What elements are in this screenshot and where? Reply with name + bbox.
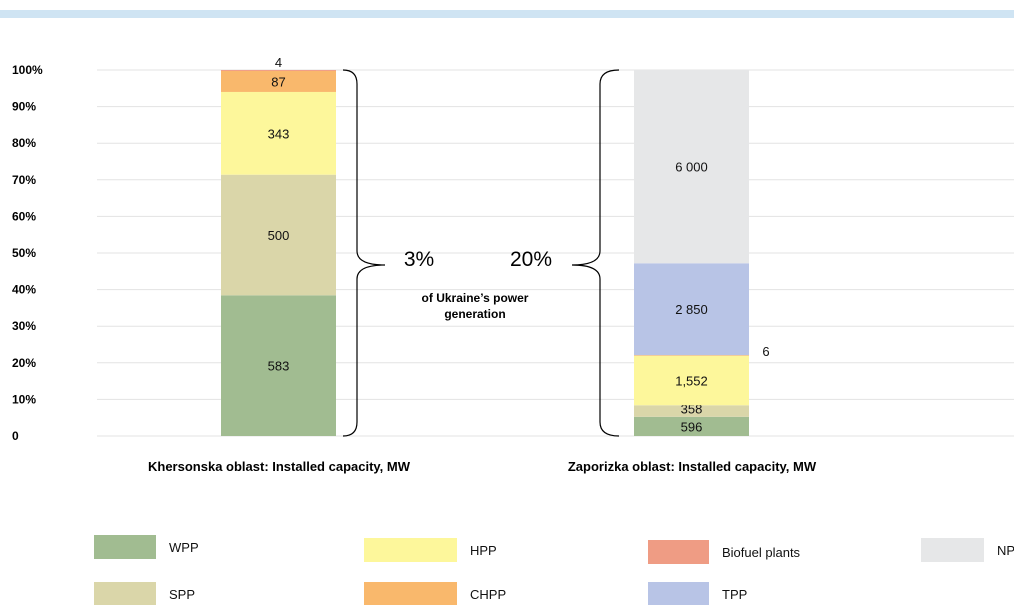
y-tick-label: 10% bbox=[12, 392, 36, 406]
legend-swatch-wpp bbox=[94, 535, 156, 559]
share-note-line1: of Ukraine’s power bbox=[422, 291, 529, 305]
khersonska-caption: Khersonska oblast: Installed capacity, M… bbox=[148, 459, 411, 474]
legend-label: NP bbox=[997, 543, 1014, 558]
legend-swatch-chpp bbox=[364, 582, 457, 605]
bar-segment-wpp bbox=[634, 416, 749, 436]
share-braces bbox=[342, 69, 620, 437]
legend-label: HPP bbox=[470, 543, 497, 558]
share-note-line2: generation bbox=[444, 307, 505, 321]
khersonska-share-label: 3% bbox=[404, 248, 434, 271]
bar-segment-hpp bbox=[634, 355, 749, 406]
bar-segment-hpp bbox=[221, 91, 336, 175]
data-label: 500 bbox=[268, 228, 290, 243]
y-tick-label: 20% bbox=[12, 356, 36, 370]
data-label: 583 bbox=[268, 359, 290, 374]
data-label: 2 850 bbox=[675, 302, 708, 317]
zaporizka-caption: Zaporizka oblast: Installed capacity, MW bbox=[568, 459, 817, 474]
legend-swatch-spp bbox=[94, 582, 156, 605]
legend-swatch-np bbox=[921, 538, 984, 562]
y-tick-label: 30% bbox=[12, 319, 36, 333]
bar-segment-np bbox=[634, 70, 749, 264]
legend-label: CHPP bbox=[470, 587, 506, 602]
top-accent-bar bbox=[0, 10, 1014, 18]
bar-segment-tpp bbox=[634, 263, 749, 356]
y-tick-label: 100% bbox=[12, 63, 43, 77]
y-tick-label: 60% bbox=[12, 209, 36, 223]
data-label: 87 bbox=[271, 74, 285, 89]
bar-segment-biofuel-plants bbox=[221, 70, 336, 71]
legend-label: WPP bbox=[169, 540, 199, 555]
legend-label: TPP bbox=[722, 587, 747, 602]
bar-segment-wpp bbox=[221, 295, 336, 436]
zaporizka-share-label: 20% bbox=[510, 248, 552, 271]
y-tick-label: 0 bbox=[12, 429, 19, 443]
y-tick-label: 70% bbox=[12, 173, 36, 187]
bar-segment-biofuel-plants bbox=[634, 355, 749, 356]
data-label: 343 bbox=[268, 126, 290, 141]
bar-segment-spp bbox=[634, 405, 749, 417]
bar-segment-spp bbox=[221, 174, 336, 296]
data-label: 1,552 bbox=[675, 373, 708, 388]
data-label: 6 bbox=[762, 344, 769, 359]
y-tick-label: 80% bbox=[12, 136, 36, 150]
y-axis-ticks: 0 10% 20% 30% 40% 50% 60% 70% 80% 90% 100% bbox=[12, 63, 43, 443]
brace-zaporizka bbox=[571, 69, 620, 437]
legend: WPP HPP Biofuel plants NP SPP CHPP TPP bbox=[94, 535, 1014, 605]
legend-label: Biofuel plants bbox=[722, 545, 801, 560]
data-label: 596 bbox=[681, 419, 703, 434]
y-tick-label: 90% bbox=[12, 100, 36, 114]
legend-swatch-hpp bbox=[364, 538, 457, 562]
data-label: 6 000 bbox=[675, 160, 708, 175]
legend-swatch-biofuel-plants bbox=[648, 540, 709, 564]
brace-khersonska bbox=[342, 69, 386, 437]
y-tick-label: 50% bbox=[12, 246, 36, 260]
data-label: 4 bbox=[275, 55, 282, 70]
legend-label: SPP bbox=[169, 587, 195, 602]
y-tick-label: 40% bbox=[12, 283, 36, 297]
legend-swatch-tpp bbox=[648, 582, 709, 605]
bar-segment-chpp bbox=[221, 70, 336, 92]
